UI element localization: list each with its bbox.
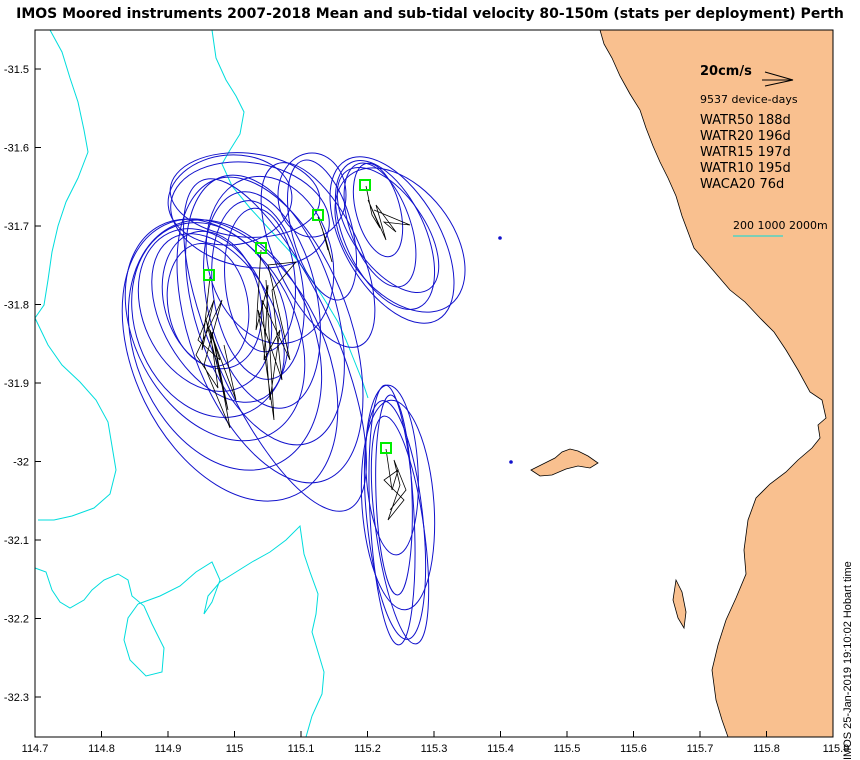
station-markers [203,179,392,454]
x-tick-label: 114.7 [22,743,49,755]
land-mainland [599,29,834,738]
ellipse [151,233,285,403]
station-marker-waca20 [380,442,392,454]
y-tick-label: -31.6 [4,143,29,155]
ellipse [370,415,430,645]
ellipse [169,152,321,238]
ellipse [334,160,436,310]
ellipse [170,161,330,269]
station-marker-watr15 [312,209,324,221]
y-tick-label: -31.9 [4,378,29,390]
x-tick-label: 114.9 [155,743,182,755]
scale-arrow [762,71,794,87]
station-entry: WATR20 196d [700,129,791,144]
bathymetry-label: 200 1000 2000m [733,219,828,232]
x-tick-label: 115.6 [620,743,647,755]
y-tick-label: -32.3 [4,692,29,704]
ellipse [176,176,364,484]
ellipse [334,167,466,313]
station-marker-watr10 [359,179,371,191]
ellipse [336,167,440,293]
station-entry: WATR10 195d [700,161,791,176]
ellipse [124,218,306,442]
x-tick-label: 115.1 [288,743,315,755]
y-tick-label: -31.8 [4,300,29,312]
legend: 20cm/s 9537 device-days WATR50 188d WATR… [700,64,828,237]
y-tick-labels: -31.5 -31.6 -31.7 -31.8 -31.9 -32 -32.1 … [4,64,29,704]
tick-marks [35,68,767,737]
station-entry: WACA20 76d [700,177,784,192]
station-entry: WATR50 188d [700,113,791,128]
garden-island [672,578,687,630]
ellipse [185,174,345,446]
scale-label: 20cm/s [700,64,752,79]
x-tick-label: 115.9 [823,743,850,755]
isobath-2000m [34,29,89,319]
x-tick-label: 115.5 [554,743,581,755]
x-tick-label: 114.8 [88,743,115,755]
velocity-trace-watr50 [195,276,237,429]
ellipse [360,399,436,611]
isobaths [34,29,369,738]
x-tick-label: 115.4 [487,743,514,755]
station-marker-watr20 [255,242,267,254]
x-tick-label: 115.7 [687,743,714,755]
x-tick-label: 115.3 [421,743,448,755]
ellipse [211,200,305,380]
ellipse [260,162,376,348]
y-tick-label: -31.7 [4,221,29,233]
x-tick-labels: 114.7 114.8 114.9 115 115.1 115.2 115.3 … [22,743,850,755]
ellipse [352,162,404,258]
ellipse [183,178,367,512]
x-tick-label: 115 [226,743,244,755]
ellipse [203,191,321,409]
station-marker-watr50 [203,269,215,281]
device-days-label: 9537 device-days [700,93,798,106]
y-tick-label: -32.2 [4,614,29,626]
x-tick-label: 115.8 [753,743,780,755]
variance-ellipses [121,152,466,646]
rottnest-island [530,448,599,477]
reef-speck [498,236,502,240]
velocity-trace-watr15 [317,216,333,263]
velocity-trace-watr10 [365,185,411,241]
velocity-trace-watr20 [255,249,297,421]
ellipse [365,384,419,556]
ellipse [205,175,335,345]
isobath-1000m-east [137,524,325,738]
timestamp-label: IMOS 25-Jan-2019 19:10:02 Hobart time [842,561,854,760]
velocity-trace-waca20 [383,448,407,521]
figure-title: IMOS Moored instruments 2007-2018 Mean a… [16,6,844,22]
ellipse [121,218,339,502]
isobath-1000m [34,317,165,677]
x-tick-label: 115.2 [354,743,381,755]
ellipse [167,154,293,246]
y-tick-label: -31.5 [4,64,29,76]
ellipse [375,394,413,596]
y-tick-label: -32.1 [4,535,29,547]
ellipse [287,159,357,301]
ellipse [343,162,417,288]
ellipse [329,156,455,324]
isobath-200m [211,29,369,399]
station-entry: WATR15 197d [700,145,791,160]
ellipse [277,152,347,238]
y-tick-label: -32 [13,457,29,469]
velocity-sticks [195,185,411,521]
reef-speck [509,460,513,464]
